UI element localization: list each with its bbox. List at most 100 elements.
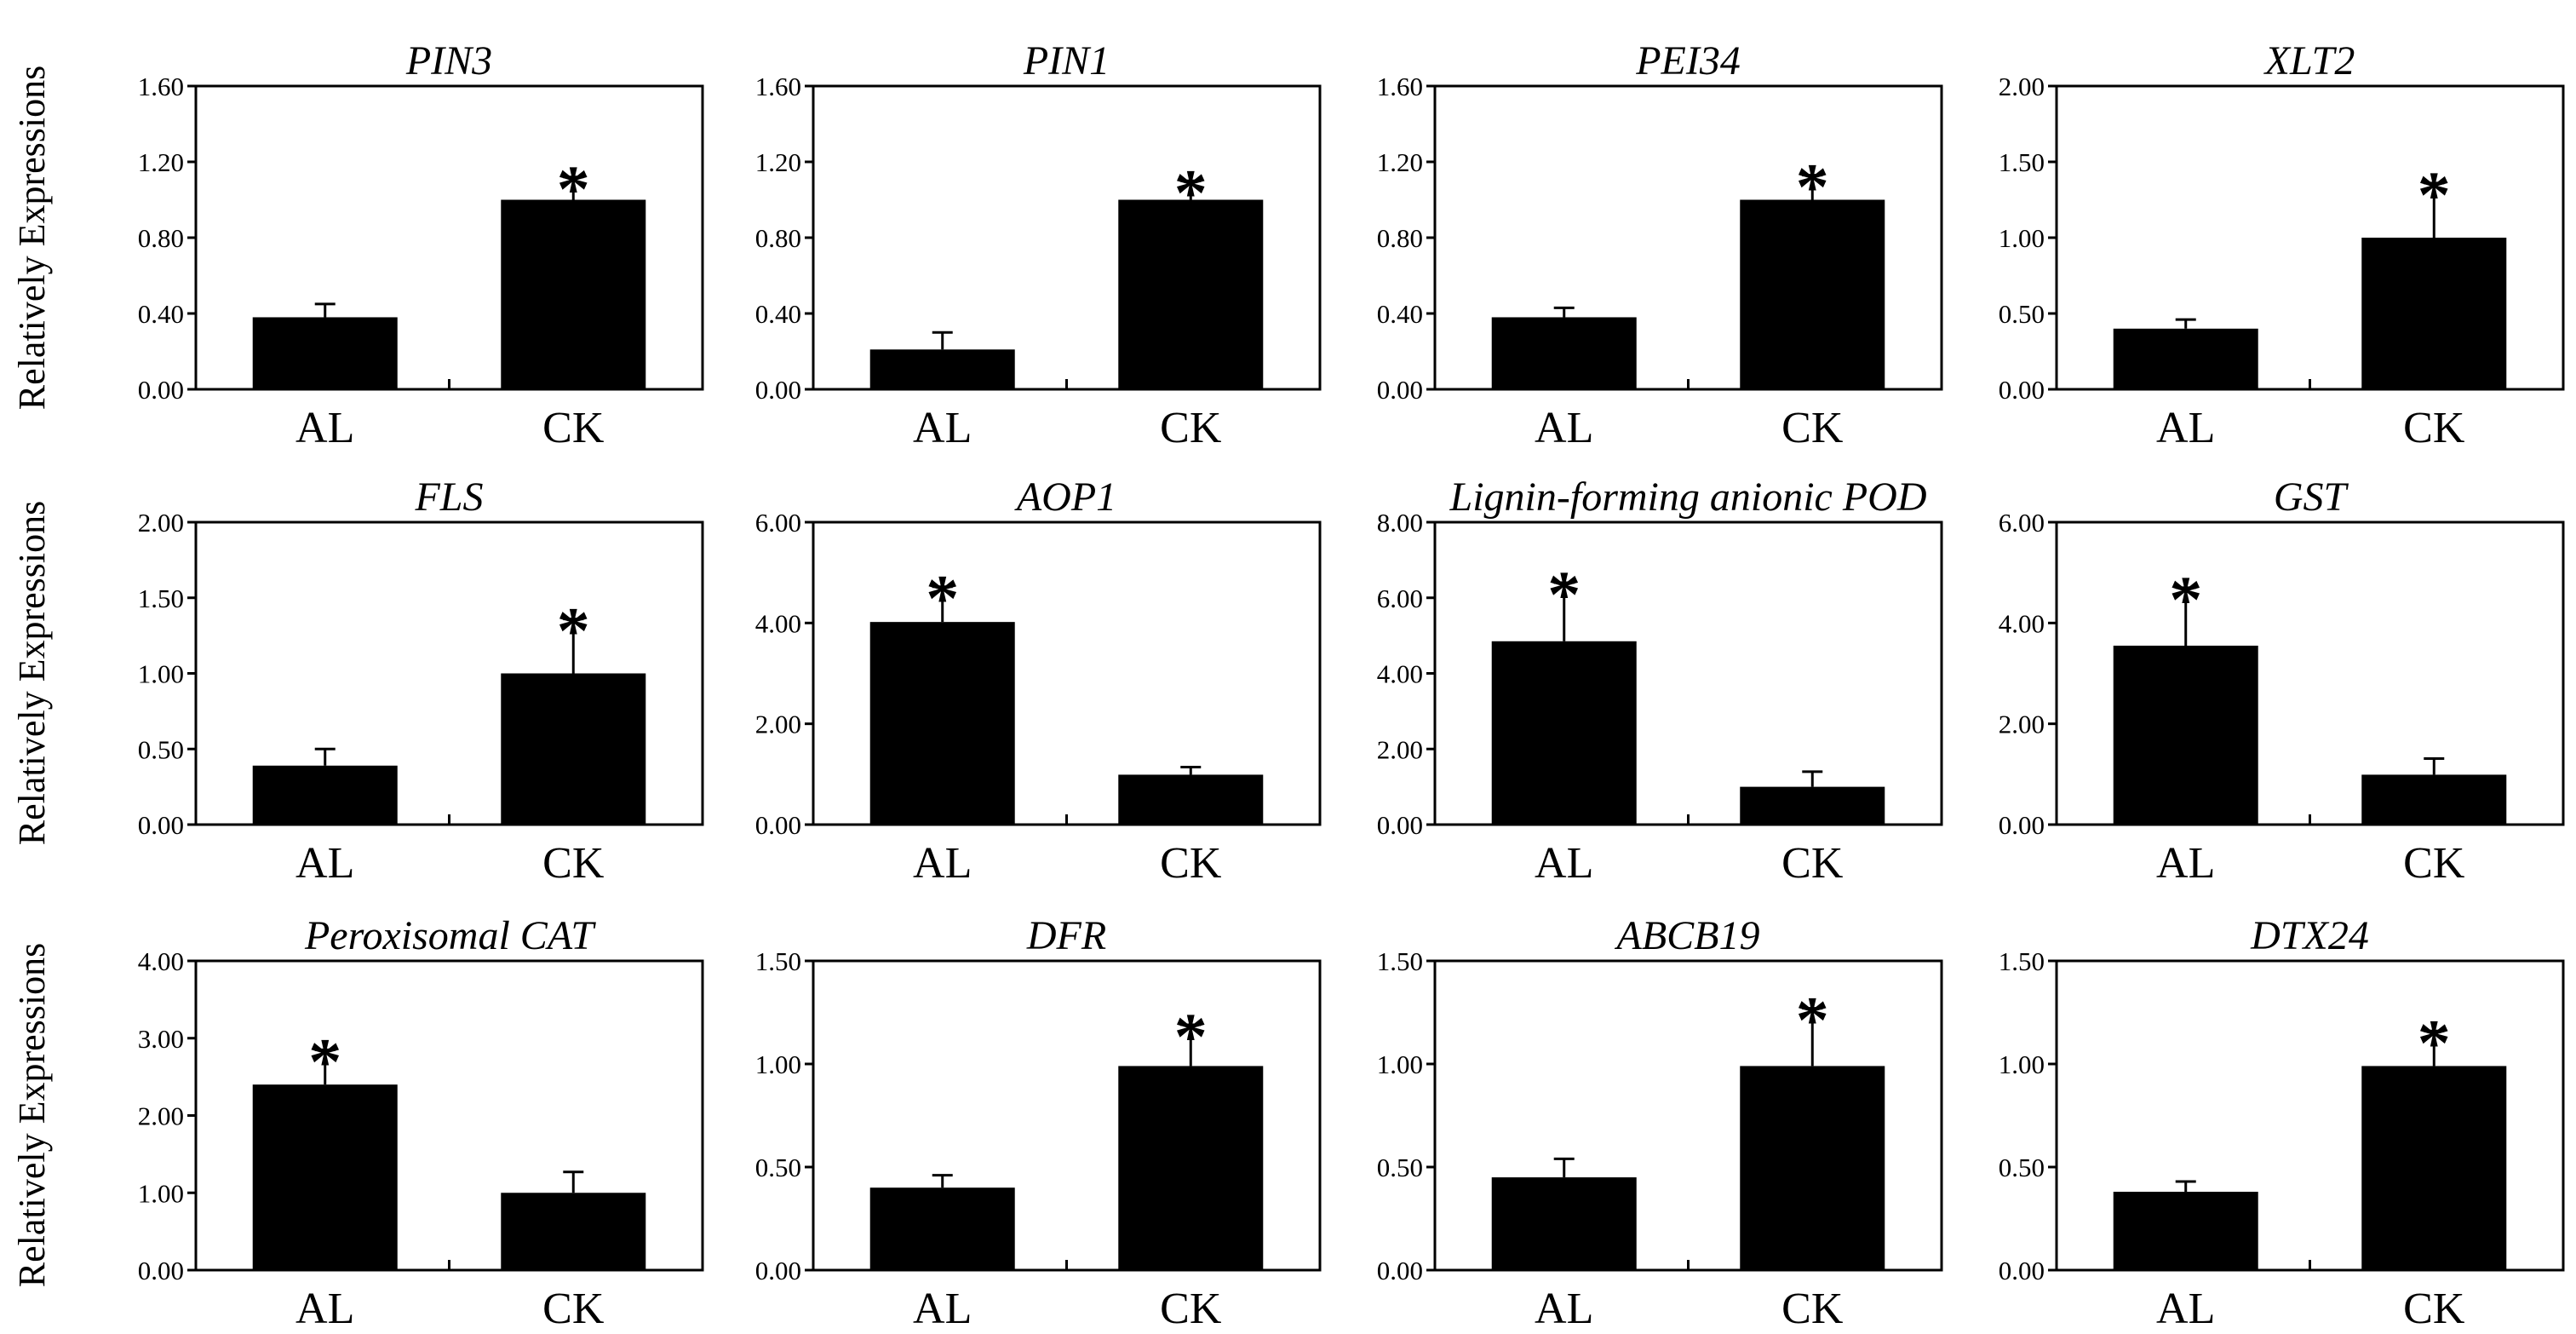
y-tick-label: 2.00 <box>755 710 801 739</box>
y-tick-label: 6.00 <box>1377 584 1423 613</box>
y-tick-label: 0.00 <box>138 1256 184 1285</box>
significance-star: * <box>308 1024 341 1098</box>
y-axis-label: Relatively Expressions <box>11 66 53 411</box>
y-tick-label: 1.00 <box>1999 1049 2045 1079</box>
x-tick-label: CK <box>1781 1285 1844 1333</box>
x-tick-label: CK <box>2403 839 2465 888</box>
y-tick-label: 1.00 <box>755 1049 801 1079</box>
x-tick-label: AL <box>1535 839 1593 888</box>
chart-panel: PIN3 0.00 0.40 0.80 1.20 1.60 AL CK * Relatively … <box>11 38 704 452</box>
x-tick-label: CK <box>1781 404 1844 452</box>
y-tick-label: 1.20 <box>1377 147 1423 177</box>
y-tick-label: 0.00 <box>138 375 184 405</box>
y-tick-label: 1.50 <box>1377 946 1423 976</box>
y-tick-label: 0.00 <box>1377 1256 1423 1285</box>
chart-title: DFR <box>1026 913 1106 958</box>
y-tick-label: 0.00 <box>755 375 801 405</box>
significance-star: * <box>2418 158 2451 232</box>
chart-title: AOP1 <box>1014 474 1116 520</box>
chart-panel: DTX24 0.00 0.50 1.00 1.50 AL CK * <box>1999 913 2565 1333</box>
bar <box>2361 1066 2507 1270</box>
x-tick-label: AL <box>2156 1285 2215 1333</box>
significance-star: * <box>1174 155 1208 229</box>
y-tick-label: 0.40 <box>1377 299 1423 329</box>
x-tick-label: AL <box>913 404 972 452</box>
significance-star: * <box>557 594 590 668</box>
x-tick-label: CK <box>2403 404 2465 452</box>
significance-star: * <box>1796 150 1829 224</box>
y-axis-label: Relatively Expressions <box>11 943 53 1288</box>
y-tick-label: 0.00 <box>138 810 184 840</box>
bar <box>869 622 1015 825</box>
significance-star: * <box>557 152 590 226</box>
y-tick-label: 0.00 <box>755 1256 801 1285</box>
y-tick-label: 1.00 <box>1999 223 2045 253</box>
bar <box>2113 1192 2258 1270</box>
bar <box>501 199 646 389</box>
bar <box>1740 786 1885 825</box>
y-tick-label: 1.60 <box>755 72 801 101</box>
chart-title: GST <box>2274 474 2349 520</box>
y-tick-label: 1.60 <box>138 72 184 101</box>
x-tick-label: CK <box>1781 839 1844 888</box>
chart-panel: PEI34 0.00 0.40 0.80 1.20 1.60 AL CK * <box>1377 38 1943 452</box>
y-tick-label: 0.50 <box>1999 1153 2045 1182</box>
chart-title: FLS <box>414 474 483 520</box>
x-tick-label: CK <box>1160 404 1222 452</box>
chart-panel: PIN1 0.00 0.40 0.80 1.20 1.60 AL CK * <box>755 38 1322 452</box>
chart-title: PIN1 <box>1023 38 1110 83</box>
y-tick-label: 4.00 <box>138 946 184 976</box>
x-tick-label: CK <box>1160 1285 1222 1333</box>
chart-title: Peroxisomal CAT <box>304 913 596 958</box>
y-tick-label: 1.50 <box>755 946 801 976</box>
significance-star: * <box>1174 999 1208 1073</box>
y-tick-label: 0.80 <box>138 223 184 253</box>
chart-title: XLT2 <box>2263 38 2355 83</box>
y-tick-label: 1.00 <box>138 1178 184 1208</box>
x-tick-label: AL <box>295 839 354 888</box>
x-tick-label: AL <box>913 1285 972 1333</box>
y-tick-label: 2.00 <box>1377 734 1423 764</box>
significance-star: * <box>926 561 959 635</box>
y-tick-label: 1.00 <box>1377 1049 1423 1079</box>
y-tick-label: 6.00 <box>1999 508 2045 538</box>
chart-panel: Lignin-forming anionic POD 0.00 2.00 4.00 6.… <box>1377 474 1943 888</box>
y-tick-label: 1.20 <box>138 147 184 177</box>
y-tick-label: 4.00 <box>1999 608 2045 638</box>
bar <box>1118 199 1264 389</box>
bar <box>501 1193 646 1270</box>
y-tick-label: 0.80 <box>1377 223 1423 253</box>
y-tick-label: 0.00 <box>1999 810 2045 840</box>
y-tick-label: 0.50 <box>1377 1153 1423 1182</box>
y-tick-label: 0.80 <box>755 223 801 253</box>
bar <box>2361 774 2507 825</box>
x-tick-label: AL <box>1535 1285 1593 1333</box>
y-tick-label: 0.00 <box>1999 375 2045 405</box>
bar <box>252 317 398 389</box>
x-tick-label: AL <box>295 1285 354 1333</box>
chart-panel: AOP1 0.00 2.00 4.00 6.00 AL * CK <box>755 474 1322 888</box>
y-tick-label: 0.00 <box>1999 1256 2045 1285</box>
chart-title: PIN3 <box>405 38 492 83</box>
x-tick-label: CK <box>542 1285 605 1333</box>
x-tick-label: AL <box>295 404 354 452</box>
chart-title: Lignin-forming anionic POD <box>1449 474 1927 520</box>
bar <box>1740 1066 1885 1270</box>
bar <box>1491 641 1637 825</box>
y-tick-label: 0.50 <box>138 734 184 764</box>
chart-panel: XLT2 0.00 0.50 1.00 1.50 2.00 AL CK * <box>1999 38 2565 452</box>
bar <box>2113 645 2258 825</box>
y-tick-label: 3.00 <box>138 1024 184 1054</box>
x-tick-label: CK <box>542 404 605 452</box>
y-tick-label: 1.00 <box>138 659 184 689</box>
y-tick-label: 6.00 <box>755 508 801 538</box>
y-tick-label: 0.50 <box>1999 299 2045 329</box>
y-tick-label: 8.00 <box>1377 508 1423 538</box>
x-tick-label: CK <box>1160 839 1222 888</box>
y-tick-label: 0.00 <box>1377 810 1423 840</box>
bar <box>2113 328 2258 389</box>
significance-star: * <box>2169 562 2202 636</box>
x-tick-label: AL <box>2156 404 2215 452</box>
chart-panel: GST 0.00 2.00 4.00 6.00 AL * CK <box>1999 474 2565 888</box>
